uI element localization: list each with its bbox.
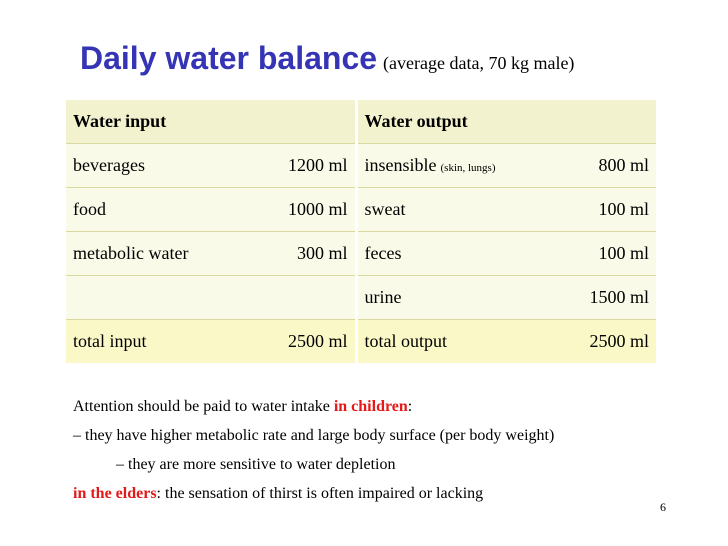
note-line-4: in the elders: the sensation of thirst i…: [73, 479, 554, 508]
note-highlight-children: in children: [333, 398, 408, 415]
output-label: urine: [354, 275, 551, 320]
output-label: insensible: [364, 155, 437, 175]
total-input-value: 2500 ml: [259, 319, 356, 363]
header-water-input: Water input: [66, 100, 356, 144]
output-note: (skin, lungs): [440, 162, 496, 174]
slide-title: Daily water balance (average data, 70 kg …: [80, 40, 574, 77]
note-text: Attention should be paid to water intake: [73, 398, 330, 415]
input-label: [66, 275, 259, 320]
total-input-label: total input: [66, 319, 259, 363]
output-label: sweat: [354, 187, 551, 232]
input-value: 300 ml: [259, 231, 356, 276]
note-line-2: – they have higher metabolic rate and la…: [73, 427, 555, 444]
output-label-cell: insensible (skin, lungs): [354, 143, 551, 188]
output-value: 800 ml: [551, 143, 656, 188]
input-label: beverages: [66, 143, 259, 188]
note-line-1: Attention should be paid to water intake…: [73, 392, 554, 421]
output-value: 1500 ml: [551, 275, 656, 320]
table-total-row: total input 2500 ml total output 2500 ml: [66, 319, 656, 363]
input-value: 1000 ml: [259, 187, 356, 232]
total-output-label: total output: [354, 319, 551, 363]
title-subtitle: (average data, 70 kg male): [383, 53, 575, 73]
note-text: : the sensation of thirst is often impai…: [156, 485, 484, 502]
input-label: metabolic water: [66, 231, 259, 276]
table-row: metabolic water 300 ml feces 100 ml: [66, 231, 656, 276]
note-highlight-elders: in the elders: [73, 485, 157, 502]
table-header-row: Water input Water output: [66, 100, 656, 144]
water-balance-table: Water input Water output beverages 1200 …: [66, 100, 656, 363]
title-main: Daily water balance: [80, 40, 378, 76]
table-row: beverages 1200 ml insensible (skin, lungs…: [66, 143, 656, 188]
input-value: [259, 275, 356, 320]
note-line-3: – they are more sensitive to water deple…: [116, 456, 396, 473]
table-row: urine 1500 ml: [66, 275, 656, 320]
table-row: food 1000 ml sweat 100 ml: [66, 187, 656, 232]
output-value: 100 ml: [551, 187, 656, 232]
note-colon: :: [407, 398, 413, 415]
output-value: 100 ml: [551, 231, 656, 276]
total-output-value: 2500 ml: [551, 319, 656, 363]
notes: Attention should be paid to water intake…: [73, 392, 554, 508]
input-value: 1200 ml: [259, 143, 356, 188]
output-label: feces: [354, 231, 551, 276]
header-water-output: Water output: [354, 100, 656, 144]
page-number: 6: [660, 500, 666, 514]
input-label: food: [66, 187, 259, 232]
